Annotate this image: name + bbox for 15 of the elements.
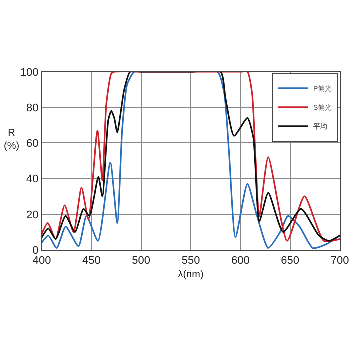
x-tick-label: 500 — [132, 255, 151, 268]
x-tick-label: 600 — [231, 255, 250, 268]
x-tick-label: 400 — [32, 255, 52, 268]
y-tick-label: 80 — [26, 102, 39, 114]
y-tick-label: 60 — [26, 138, 39, 150]
y-tick-label: 0 — [32, 244, 39, 257]
x-tick-label: 700 — [330, 255, 350, 268]
y-tick-label: 100 — [20, 66, 39, 79]
x-tick-label: 650 — [281, 255, 300, 268]
x-tick-label: 450 — [82, 255, 101, 268]
x-tick-label: 550 — [182, 255, 200, 268]
x-axis-title: λ(nm) — [178, 270, 204, 281]
y-tick-label: 40 — [26, 174, 39, 186]
y-axis-title: R (%) — [4, 128, 20, 152]
y-tick-label: 20 — [26, 209, 39, 222]
